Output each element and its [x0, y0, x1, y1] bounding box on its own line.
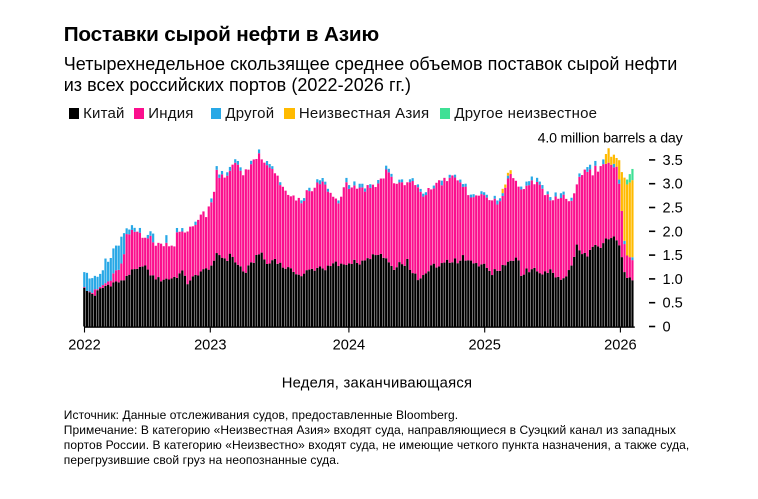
- svg-text:0: 0: [663, 320, 671, 336]
- svg-text:3.0: 3.0: [663, 177, 683, 193]
- svg-text:3.5: 3.5: [663, 153, 683, 169]
- svg-text:Неделя, заканчивающаяся: Неделя, заканчивающаяся: [282, 375, 473, 391]
- svg-text:1.0: 1.0: [663, 272, 683, 288]
- svg-text:4.0 million barrels a day: 4.0 million barrels a day: [538, 130, 684, 146]
- svg-text:2.5: 2.5: [663, 201, 683, 217]
- svg-text:0.5: 0.5: [663, 296, 683, 312]
- svg-text:2022: 2022: [68, 338, 100, 354]
- svg-text:2026: 2026: [604, 338, 636, 354]
- svg-text:2025: 2025: [468, 338, 500, 354]
- svg-text:2024: 2024: [333, 338, 365, 354]
- svg-text:2.0: 2.0: [663, 224, 683, 240]
- svg-text:2023: 2023: [194, 338, 226, 354]
- svg-text:1.5: 1.5: [663, 248, 683, 264]
